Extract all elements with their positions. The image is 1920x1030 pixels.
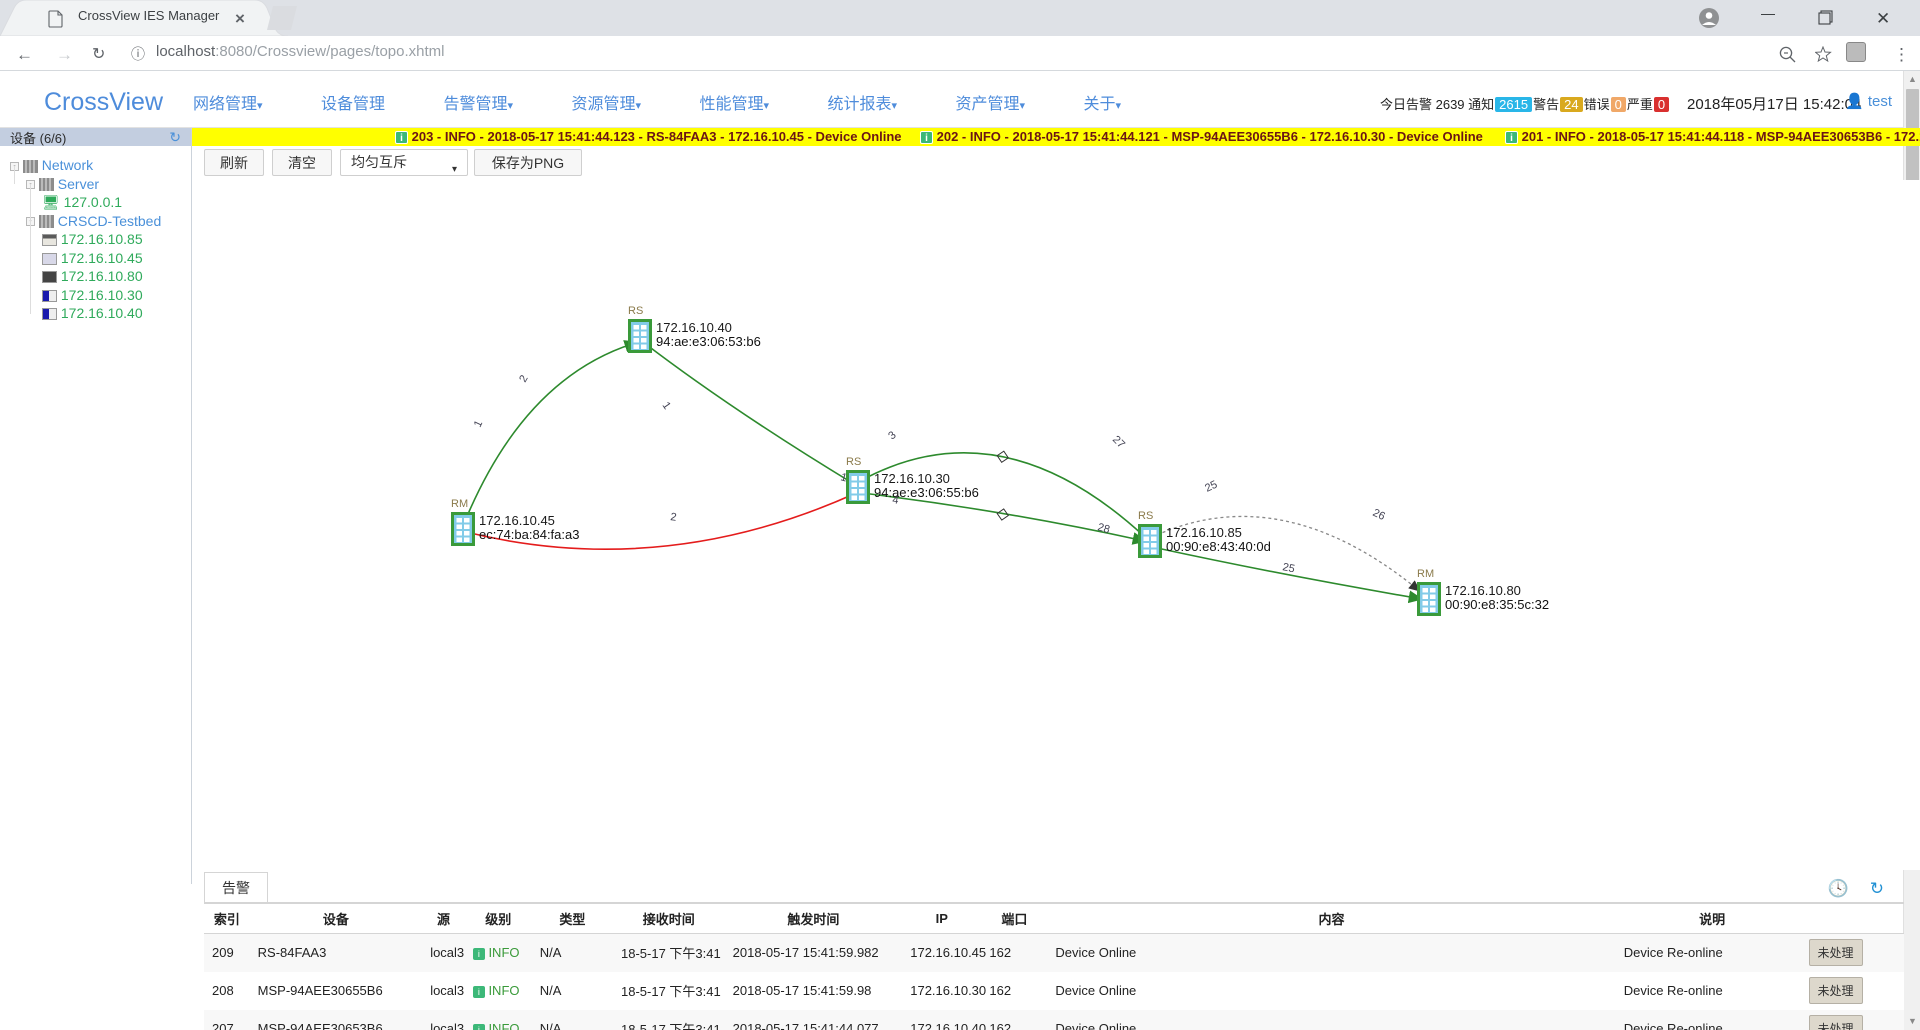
svg-text:2: 2 [517,373,530,384]
svg-text:27: 27 [1110,434,1127,451]
svg-text:25: 25 [1281,561,1295,575]
svg-text:25: 25 [1203,479,1219,495]
svg-text:1: 1 [660,400,673,412]
svg-text:3: 3 [886,429,898,442]
svg-text:26: 26 [1371,507,1387,523]
svg-text:1: 1 [472,419,485,430]
svg-text:2: 2 [670,511,678,524]
